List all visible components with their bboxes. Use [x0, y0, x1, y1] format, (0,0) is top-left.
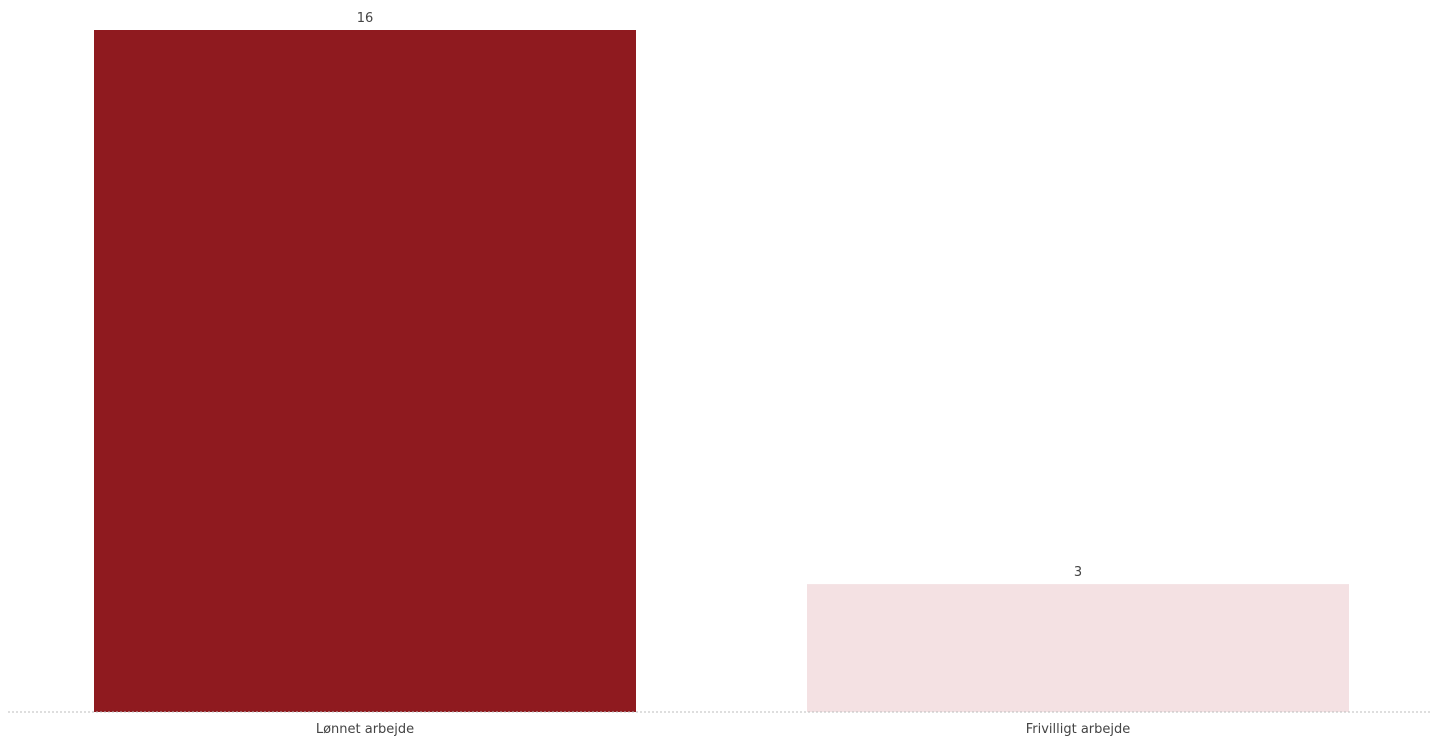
bar-0[interactable] [94, 30, 636, 712]
data-label-0: 16 [357, 11, 374, 26]
bars-layer [94, 30, 1349, 712]
bar-1[interactable] [807, 584, 1349, 712]
category-label-1: Frivilligt arbejde [1026, 722, 1131, 737]
category-label-0: Lønnet arbejde [316, 722, 414, 737]
data-label-1: 3 [1074, 565, 1082, 580]
labels-layer: 16 Lønnet arbejde 3 Frivilligt arbejde [316, 11, 1130, 737]
